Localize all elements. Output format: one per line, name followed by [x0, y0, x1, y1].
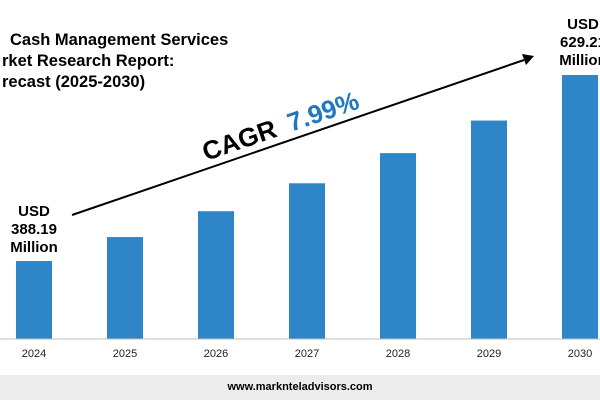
bar-value-label-currency: USD [18, 203, 50, 220]
cagr-annotation: CAGR 7.99% [198, 85, 362, 166]
bar-2030 [562, 75, 598, 339]
footer-url[interactable]: www.marknteladvisors.com [227, 381, 373, 393]
bar-2024 [16, 261, 52, 339]
cagr-label: CAGR [198, 113, 280, 166]
bar-value-label-2024: USD 388.19 Million [4, 203, 64, 257]
bar-2026 [198, 211, 234, 339]
bar-value-label-unit: Million [559, 52, 600, 69]
bar-value-label-amount: 388.19 [11, 221, 57, 238]
bar-value-label-currency: USD [567, 16, 599, 33]
x-tick-label-2028: 2028 [386, 348, 410, 360]
x-tick-label-2024: 2024 [22, 348, 46, 360]
x-tick-label-2027: 2027 [295, 348, 319, 360]
bars [16, 75, 598, 339]
x-tick-label-2030: 2030 [568, 348, 592, 360]
title-line-3: recast (2025-2030) [2, 73, 146, 91]
bar-2025 [107, 237, 143, 339]
bar-2027 [289, 183, 325, 339]
bar-2029 [471, 120, 507, 339]
footer-bar [0, 375, 600, 400]
chart-title: Cash Management Services rket Research R… [0, 30, 228, 93]
x-tick-label-2026: 2026 [204, 348, 228, 360]
trend-arrow-line [71, 59, 525, 216]
x-axis-ticks: 2024 2025 2026 2027 2028 2029 2030 [22, 348, 592, 360]
bar-value-label-unit: Million [10, 239, 58, 256]
bar-value-label-amount: 629.21 [560, 34, 600, 51]
title-line-2: rket Research Report: [2, 52, 175, 70]
trend-arrow-head [522, 54, 534, 65]
x-tick-label-2029: 2029 [477, 348, 501, 360]
bar-2028 [380, 153, 416, 339]
x-tick-label-2025: 2025 [113, 348, 137, 360]
bar-value-label-2030: USD 629.21 Million [548, 16, 600, 70]
title-line-1: Cash Management Services [10, 31, 229, 49]
